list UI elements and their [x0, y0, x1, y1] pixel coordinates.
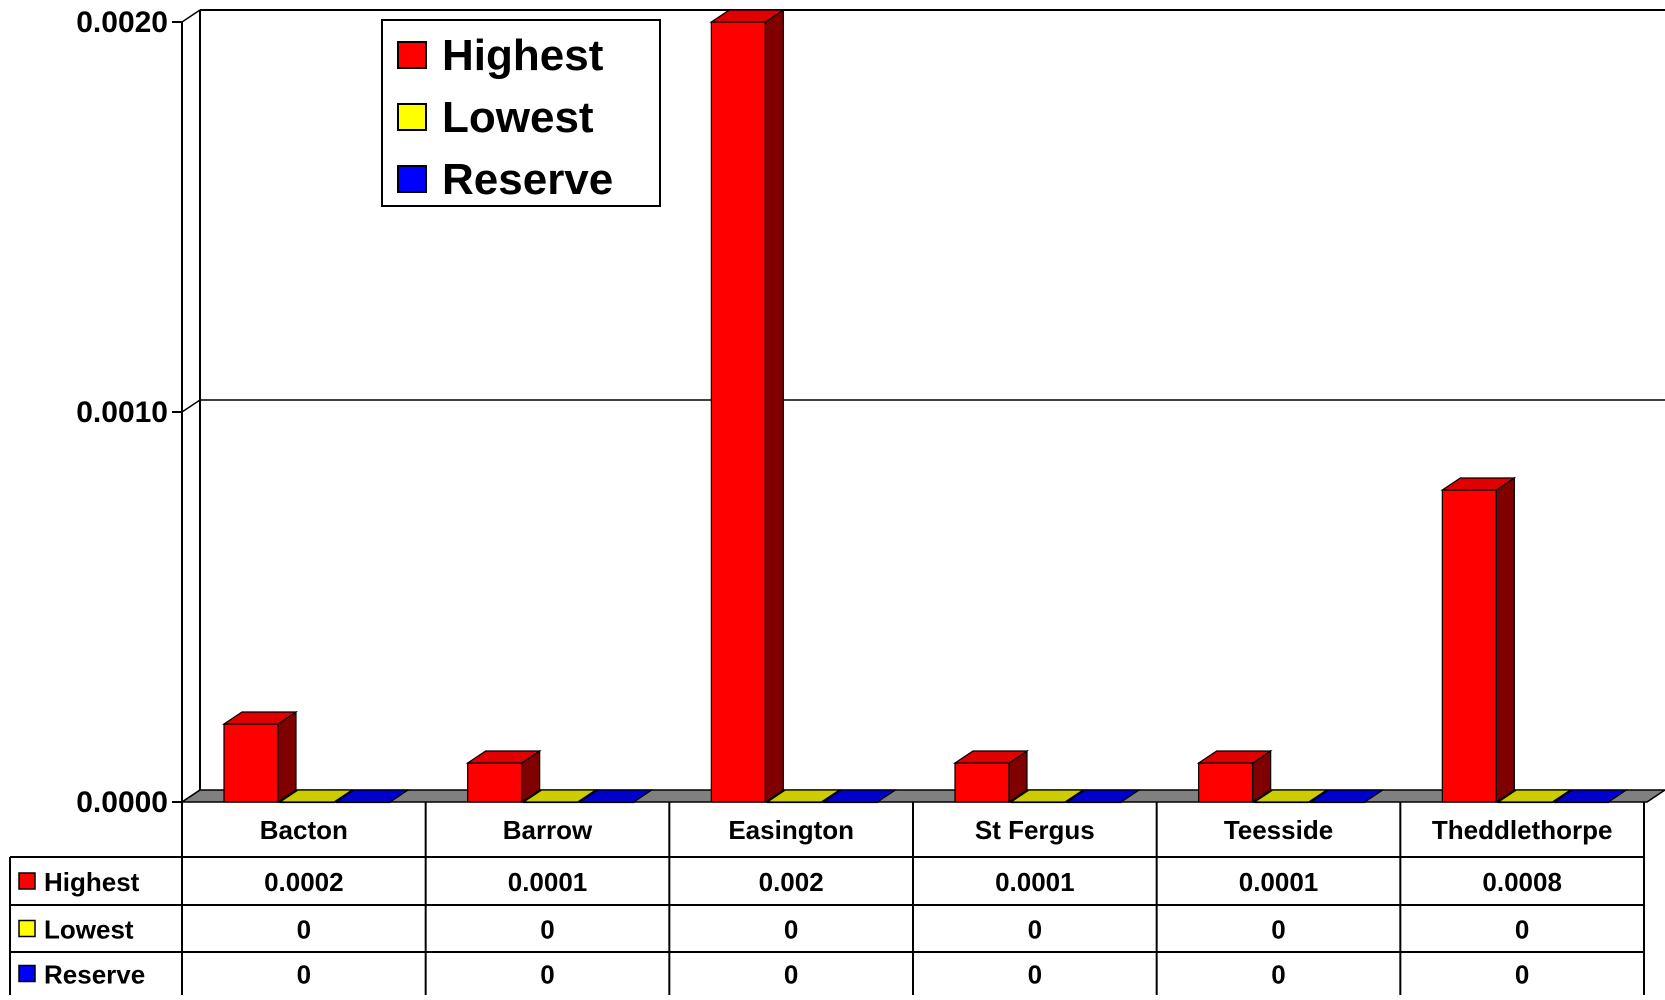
- data-label: 0: [540, 915, 554, 945]
- data-label: 0: [297, 960, 311, 990]
- data-label: 0: [1271, 915, 1285, 945]
- bar-highest-bacton: [222, 710, 298, 804]
- data-label: 0.0001: [1239, 867, 1319, 897]
- category-label: Easington: [728, 815, 854, 845]
- bar-reserve-bacton: [334, 789, 410, 804]
- bar-reserve-st-fergus: [1065, 789, 1141, 804]
- data-table: Bacton Barrow Easington St Fergus Teesside Th…: [9, 802, 1645, 995]
- y-axis: 0.0000 0.0010 0.0020: [76, 6, 183, 819]
- bar-top: [1440, 477, 1517, 491]
- bar-front: [1198, 762, 1254, 803]
- category-label: Teesside: [1224, 815, 1333, 845]
- legend-key-lowest: [18, 919, 36, 938]
- category-label: Barrow: [503, 815, 593, 845]
- row-header-reserve: Reserve: [44, 960, 145, 990]
- data-label: 0: [1028, 960, 1042, 990]
- bar-top: [278, 789, 354, 803]
- bar-front: [954, 762, 1010, 803]
- bar-top: [465, 750, 542, 764]
- bar-top: [1009, 789, 1085, 803]
- bar-front: [1441, 489, 1497, 803]
- data-label: 0: [784, 915, 798, 945]
- data-label: 0: [1028, 915, 1042, 945]
- grid-diagonal: [181, 9, 201, 23]
- data-label: 0.0002: [264, 867, 344, 897]
- bar-top: [577, 789, 654, 803]
- legend-swatch-highest: [397, 41, 427, 69]
- legend-swatch-lowest: [397, 103, 427, 131]
- bar-front: [467, 762, 523, 803]
- bar-side: [277, 710, 297, 804]
- bar-top: [1196, 750, 1273, 764]
- bar-top: [953, 750, 1029, 764]
- bar-lowest-bacton: [278, 789, 354, 804]
- legend-key-highest: [18, 872, 36, 890]
- bar-top: [1496, 789, 1573, 803]
- bar-top: [1252, 789, 1329, 803]
- row-header-lowest: Lowest: [44, 915, 134, 945]
- bar-lowest-theddlethorpe: [1496, 789, 1573, 804]
- category-label: St Fergus: [975, 815, 1095, 845]
- bar-reserve-teesside: [1308, 789, 1385, 804]
- legend-key-reserve: [18, 964, 36, 983]
- data-label: 0: [1515, 960, 1529, 990]
- data-label: 0.0001: [508, 867, 588, 897]
- legend-swatch-reserve: [397, 165, 427, 193]
- bar-highest-easington: [709, 8, 786, 804]
- bar-highest-barrow: [465, 749, 542, 804]
- bar-lowest-teesside: [1252, 789, 1329, 804]
- bar-lowest-barrow: [521, 789, 598, 804]
- bar-reserve-easington: [821, 789, 898, 804]
- grid-diagonal: [181, 399, 201, 413]
- gridlines: [181, 9, 1665, 803]
- legend-label-highest: Highest: [442, 31, 604, 80]
- y-tick-label: 0.0020: [76, 6, 168, 39]
- legend-label-reserve: Reserve: [442, 155, 613, 204]
- data-label: 0.0008: [1482, 867, 1562, 897]
- bar-highest-theddlethorpe: [1440, 476, 1517, 804]
- bar-top: [821, 789, 898, 803]
- bar-front: [710, 21, 766, 803]
- y-tick-label: 0.0010: [76, 396, 168, 429]
- bar-top: [1308, 789, 1385, 803]
- bar-lowest-st-fergus: [1009, 789, 1085, 804]
- data-label: 0.002: [759, 867, 824, 897]
- bars: [222, 8, 1629, 804]
- data-label: 0: [784, 960, 798, 990]
- data-label: 0: [540, 960, 554, 990]
- legend-box: [381, 19, 661, 207]
- bar-top: [765, 789, 842, 803]
- category-label: Theddlethorpe: [1432, 815, 1613, 845]
- category-label: Bacton: [260, 815, 348, 845]
- data-label: 0: [1515, 915, 1529, 945]
- bar-side: [1495, 476, 1515, 804]
- bar-top: [334, 789, 410, 803]
- bar-side: [764, 8, 784, 804]
- data-label: 0.0001: [995, 867, 1075, 897]
- legend: Highest Lowest Reserve: [381, 19, 661, 207]
- bar-top: [521, 789, 598, 803]
- data-label: 0: [1271, 960, 1285, 990]
- bar-top: [1552, 789, 1629, 803]
- bar-reserve-theddlethorpe: [1552, 789, 1629, 804]
- bar-top: [1065, 789, 1141, 803]
- data-label: 0: [297, 915, 311, 945]
- legend-label-lowest: Lowest: [442, 93, 594, 142]
- bar-reserve-barrow: [577, 789, 654, 804]
- bar-highest-teesside: [1196, 749, 1273, 804]
- row-header-highest: Highest: [44, 867, 140, 897]
- bar-highest-st-fergus: [953, 749, 1029, 804]
- bar-lowest-easington: [765, 789, 842, 804]
- bar-top: [709, 9, 786, 23]
- bar-top: [222, 711, 298, 725]
- bar-front: [223, 723, 279, 803]
- y-tick-label: 0.0000: [76, 786, 168, 819]
